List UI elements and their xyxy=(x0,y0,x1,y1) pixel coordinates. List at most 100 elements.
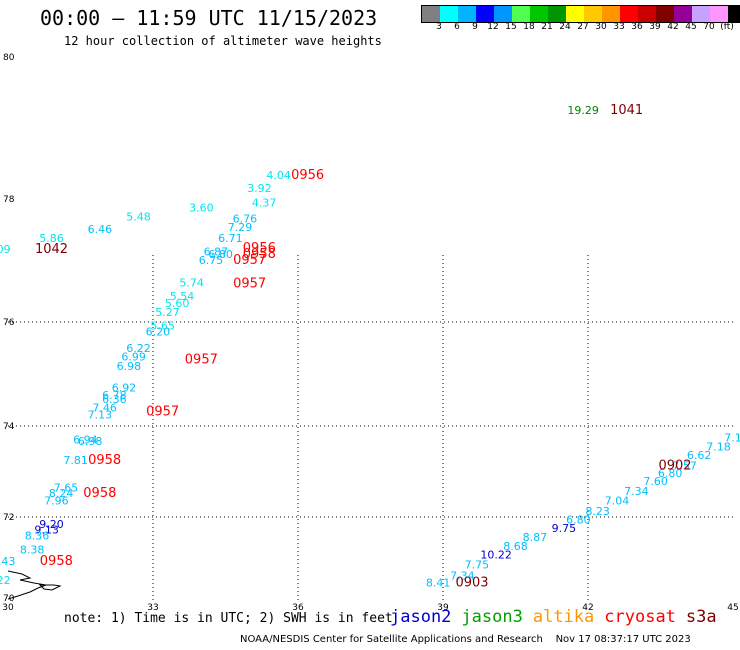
swh-value: 6.20 xyxy=(146,326,171,339)
colorbar xyxy=(421,5,740,23)
swh-value: 6.75 xyxy=(199,254,224,267)
colorbar-label: 18 xyxy=(523,22,535,32)
swh-value: 8.41 xyxy=(426,577,451,590)
time-label: 0957 xyxy=(185,353,218,368)
colorbar-label: 3 xyxy=(436,22,442,32)
time-label: 0957 xyxy=(233,277,266,292)
x-tick-label: 33 xyxy=(147,603,158,613)
swh-value: 7.60 xyxy=(643,475,668,488)
x-tick-label: 45 xyxy=(727,603,738,613)
swh-labels: 4.043.924.37 3.60 5.48 6.46 5.86 5.09 6.767.29… xyxy=(0,104,740,590)
swh-value: 7.1 xyxy=(724,431,740,444)
colorbar-swatch xyxy=(494,6,512,22)
legend-item-jason3: jason3 xyxy=(461,607,523,627)
swh-value: 6.94 xyxy=(73,433,98,446)
colorbar-swatch xyxy=(476,6,494,22)
swh-value: 7.04 xyxy=(605,494,630,507)
y-tick-label: 74 xyxy=(3,422,15,432)
swh-value: 8.24 xyxy=(49,487,74,500)
x-tick-label: 42 xyxy=(582,603,593,613)
time-label: 0957 xyxy=(146,405,179,420)
colorbar-swatch xyxy=(710,6,728,22)
swh-value: 8.43 xyxy=(0,555,15,568)
swh-value: 10.22 xyxy=(480,549,512,562)
y-tick-label: 78 xyxy=(3,195,15,205)
swh-value: 9.13 xyxy=(34,524,59,537)
colorbar-swatch xyxy=(458,6,476,22)
colorbar-label: 33 xyxy=(613,22,625,32)
colorbar-swatch xyxy=(566,6,584,22)
time-label: 0958 xyxy=(243,247,276,262)
swh-value: 4.04 xyxy=(266,169,291,182)
time-label: 0902 xyxy=(658,459,691,474)
satellite-legend: jason2 jason3 altika cryosat s3a xyxy=(390,607,727,627)
legend-item-s3a: s3a xyxy=(685,607,717,627)
swh-value: 5.54 xyxy=(170,290,195,303)
swh-value: 5.60 xyxy=(165,297,190,310)
credit-line: NOAA/NESDIS Center for Satellite Applica… xyxy=(240,634,691,645)
swh-value: 5.09 xyxy=(0,243,11,256)
x-tick-label: 36 xyxy=(292,603,304,613)
swh-value: 9.75 xyxy=(552,522,577,535)
colorbar-label: 21 xyxy=(541,22,553,32)
swh-value: 4.37 xyxy=(252,196,277,209)
units-note: note: 1) Time is in UTC; 2) SWH is in fe… xyxy=(64,611,393,626)
colorbar-labels: 3 6 9 12 15 18 21 24 27 30 33 36 39 42 45 70 (ft) xyxy=(421,22,740,36)
swh-value: 7.34 xyxy=(624,485,649,498)
coastline xyxy=(7,570,62,600)
colorbar-swatch xyxy=(728,6,740,22)
colorbar-label: 45 xyxy=(685,22,697,32)
swh-value: 8.87 xyxy=(523,531,548,544)
time-label: 1042 xyxy=(35,242,68,257)
swh-value: 5.74 xyxy=(179,276,204,289)
colorbar-label: 30 xyxy=(595,22,607,32)
colorbar-label: 36 xyxy=(631,22,643,32)
swh-value: 6.80 xyxy=(208,248,233,261)
time-label: 0958 xyxy=(40,554,73,569)
swh-value: 6.36 xyxy=(102,393,127,406)
swh-value: 6.46 xyxy=(88,223,113,236)
legend-item-jason2: jason2 xyxy=(390,607,452,627)
x-tick-label: 39 xyxy=(437,603,449,613)
time-label: 1041 xyxy=(610,103,643,118)
colorbar-swatch xyxy=(638,6,656,22)
swh-value: 6.87 xyxy=(204,246,229,259)
swh-value: 6.99 xyxy=(121,350,146,363)
map-title: 00:00 – 11:59 UTC 11/15/2023 xyxy=(40,6,378,30)
colorbar-swatch xyxy=(584,6,602,22)
swh-value: 8.36 xyxy=(25,529,50,542)
colorbar-label: 42 xyxy=(667,22,679,32)
swh-value: 6.22 xyxy=(126,342,151,355)
swh-value: 7.81 xyxy=(63,454,88,467)
swh-value: 19.29 xyxy=(567,104,599,117)
swh-value: 7.46 xyxy=(92,401,117,414)
colorbar-swatch xyxy=(692,6,710,22)
swh-value: 6.80 xyxy=(658,467,683,480)
swh-value: 3.92 xyxy=(247,182,272,195)
legend-item-cryosat: cryosat xyxy=(604,607,676,627)
swh-value: 5.65 xyxy=(150,319,175,332)
swh-value: 5.86 xyxy=(39,232,64,245)
swh-value: 7.13 xyxy=(88,409,113,422)
swh-value: 7.75 xyxy=(465,558,490,571)
swh-value: 7.96 xyxy=(44,494,69,507)
time-label: 0956 xyxy=(243,241,276,256)
swh-value: 6.98 xyxy=(117,360,142,373)
y-tick-label: 76 xyxy=(3,318,15,328)
colorbar-swatch xyxy=(548,6,566,22)
swh-value: 6.80 xyxy=(566,514,591,527)
swh-value: 7.34 xyxy=(450,569,475,582)
swh-value: 5.48 xyxy=(126,211,151,224)
swh-value: 3.60 xyxy=(189,201,214,214)
y-tick-label: 80 xyxy=(3,53,15,63)
colorbar-label: 15 xyxy=(505,22,517,32)
colorbar-label: 39 xyxy=(649,22,661,32)
colorbar-swatch xyxy=(422,6,440,22)
swh-value: 8.38 xyxy=(20,544,45,557)
swh-value: 5.22 xyxy=(0,574,11,587)
swh-value: 6.71 xyxy=(218,232,243,245)
colorbar-swatch xyxy=(512,6,530,22)
